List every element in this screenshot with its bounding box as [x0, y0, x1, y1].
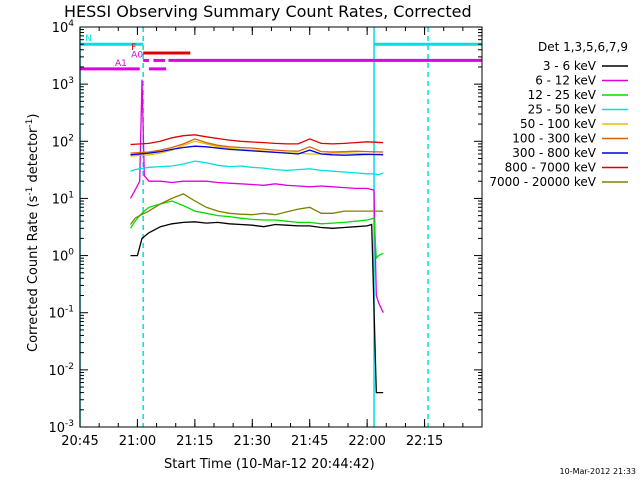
x-axis: 20:45 21:00 21:15 21:30 21:45 22:00 22:15: [61, 27, 483, 449]
annotation-label: A0: [131, 50, 143, 60]
legend-label: 25 - 50 keV: [528, 103, 597, 117]
y-axis-label-part2: detector: [26, 127, 41, 187]
x-tick-label: 20:45: [61, 434, 98, 449]
y-tick-label: 10-1: [48, 305, 74, 322]
y-axis: 10-3 10-2 10-1 100 101 102 103 104: [48, 19, 482, 436]
series-line: [129, 200, 384, 260]
legend-label: 100 - 300 keV: [512, 132, 596, 146]
x-tick-label: 22:00: [348, 434, 385, 449]
annotation-label: A1: [115, 59, 127, 69]
y-tick-label: 10-3: [48, 419, 74, 436]
series-line: [130, 140, 384, 157]
y-tick-label: 101: [52, 190, 74, 207]
y-tick-label: 10-2: [48, 362, 74, 379]
y-tick-label: 104: [52, 19, 75, 36]
legend-title: Det 1,3,5,6,7,9: [538, 40, 628, 54]
x-tick-label: 21:00: [119, 434, 156, 449]
plot-frame: [79, 26, 483, 428]
series-line: [130, 138, 384, 154]
series-line: [129, 79, 384, 313]
plot-area: N FA0 A1: [79, 27, 482, 427]
y-tick-label: 103: [52, 76, 74, 93]
y-axis-label: Corrected Count Rate (s-1 detector-1): [25, 114, 41, 352]
x-tick-label: 22:15: [406, 434, 443, 449]
y-tick-label: 102: [52, 133, 74, 150]
series-line: [129, 193, 384, 225]
footer-timestamp: 10-Mar-2012 21:33: [560, 467, 637, 476]
x-tick-label: 21:15: [176, 434, 213, 449]
y-tick-label: 100: [52, 248, 75, 265]
y-axis-label-part1: Corrected Count Rate (s: [26, 195, 41, 352]
series-line: [130, 160, 384, 176]
chart-title: HESSI Observing Summary Count Rates, Cor…: [64, 2, 472, 21]
legend-label: 6 - 12 keV: [535, 74, 597, 88]
series-line: [130, 221, 384, 394]
legend-label: 7000 - 20000 keV: [489, 175, 596, 189]
x-tick-label: 21:30: [234, 434, 271, 449]
series-line: [130, 134, 384, 146]
series-line: [130, 145, 384, 156]
annotation-label: N: [85, 34, 92, 44]
legend-label: 800 - 7000 keV: [505, 161, 597, 175]
legend-label: 3 - 6 keV: [543, 59, 597, 73]
legend-label: 300 - 800 keV: [512, 146, 596, 160]
legend-label: 12 - 25 keV: [528, 88, 597, 102]
x-axis-label: Start Time (10-Mar-12 20:44:42): [164, 457, 375, 472]
x-tick-label: 21:45: [291, 434, 328, 449]
legend-label: 50 - 100 keV: [520, 117, 597, 131]
y-axis-label-part3: ): [26, 114, 41, 119]
y-axis-label-sup1: -1: [25, 187, 35, 196]
y-axis-label-sup2: -1: [25, 119, 35, 128]
annotation-label: F: [131, 43, 136, 53]
